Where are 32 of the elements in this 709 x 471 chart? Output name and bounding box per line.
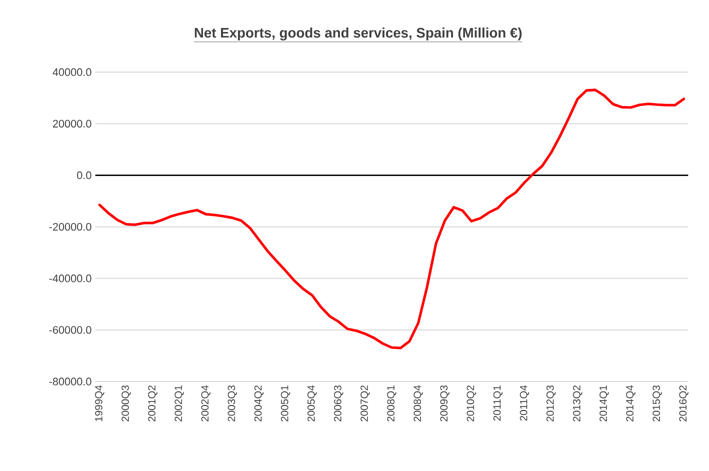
x-tick-label: 2001Q2 — [148, 385, 158, 422]
y-tick-label: -20000.0 — [49, 222, 92, 230]
x-tick-label: 2010Q2 — [466, 385, 476, 422]
y-tick-label: 40000.0 — [52, 68, 92, 76]
x-tick-label: 2006Q3 — [334, 385, 344, 422]
x-tick-label: 2012Q3 — [546, 385, 556, 422]
x-tick-label: 2002Q4 — [201, 385, 210, 422]
y-tick-label: -80000.0 — [49, 377, 92, 386]
x-tick-label: 2015Q3 — [652, 385, 662, 422]
y-tick-label: 0.0 — [77, 171, 92, 179]
x-tick-label: 2011Q1 — [493, 385, 503, 420]
y-tick-label: -60000.0 — [49, 326, 92, 334]
x-tick-label: 2016Q2 — [679, 385, 688, 422]
x-tick-label: 2004Q2 — [254, 385, 264, 422]
x-tick-label: 2003Q3 — [228, 385, 237, 422]
x-tick-label: 2000Q3 — [122, 385, 131, 422]
x-tick-label: 2011Q4 — [520, 385, 530, 420]
line-series — [98, 88, 686, 350]
x-tick-label: 2005Q4 — [307, 385, 317, 422]
x-tick-label: 2002Q1 — [174, 385, 184, 422]
x-tick-label: 2007Q2 — [360, 385, 370, 422]
y-tick-label: -40000.0 — [49, 274, 92, 282]
y-tick-label: 20000.0 — [52, 120, 92, 128]
chart-title: Net Exports, goods and services, Spain (Million €) — [194, 27, 522, 40]
x-tick-label: 1999Q4 — [95, 385, 104, 421]
x-tick-label: 2014Q4 — [626, 385, 636, 422]
x-tick-label: 2008Q4 — [414, 385, 423, 422]
x-tick-label: 2005Q1 — [280, 385, 290, 422]
x-tick-label: 2009Q3 — [440, 385, 450, 422]
x-tick-label: 2014Q1 — [600, 385, 609, 422]
x-tick-label: 2013Q2 — [573, 385, 582, 422]
x-tick-label: 2008Q1 — [387, 385, 396, 422]
